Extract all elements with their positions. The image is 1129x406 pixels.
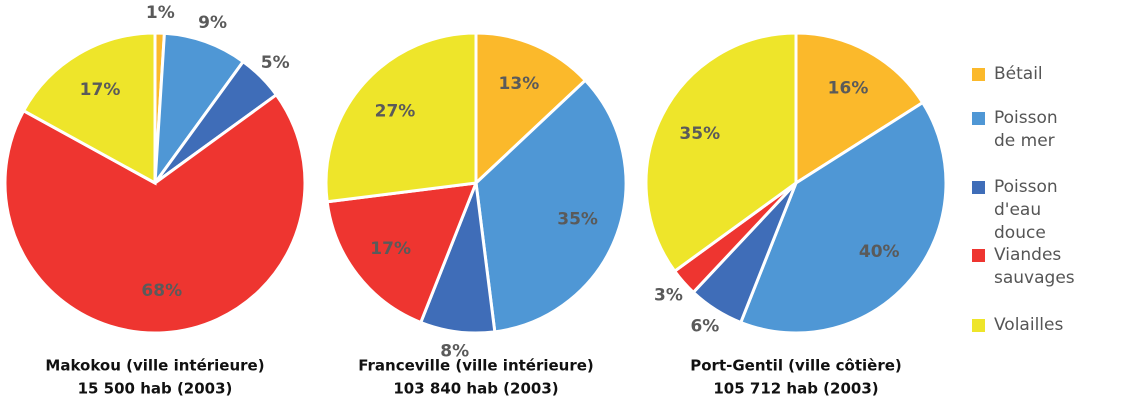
legend-swatch xyxy=(972,319,985,332)
data-label: 27% xyxy=(375,102,416,122)
data-label: 3% xyxy=(654,285,683,305)
data-label: 9% xyxy=(198,13,227,33)
data-label: 17% xyxy=(370,239,411,259)
legend-item: Bétail xyxy=(972,63,1072,86)
legend-label: Viandes sauvages xyxy=(994,245,1075,288)
pie-slice xyxy=(794,31,925,186)
chart-subtitle: 103 840 hab (2003) xyxy=(393,380,558,398)
data-label: 16% xyxy=(828,78,869,98)
legend-label: Poisson d'eau douce xyxy=(994,177,1058,243)
chart-subtitle: 105 712 hab (2003) xyxy=(713,380,878,398)
data-label: 8% xyxy=(440,342,469,362)
pie-slice xyxy=(474,78,628,334)
pie-slice xyxy=(324,31,478,204)
legend-swatch xyxy=(972,112,985,125)
pie-slice xyxy=(325,181,479,325)
legend-swatch xyxy=(972,249,985,262)
legend-item: Poisson d'eau douce xyxy=(972,176,1072,245)
legend-label: Poisson de mer xyxy=(994,108,1058,151)
data-label: 68% xyxy=(141,281,182,301)
data-label: 1% xyxy=(146,3,175,23)
data-label: 35% xyxy=(557,210,598,230)
legend-swatch xyxy=(972,181,985,194)
pie-slice xyxy=(21,31,157,186)
data-label: 17% xyxy=(80,80,121,100)
data-label: 5% xyxy=(261,53,290,73)
chart-title: Port-Gentil (ville côtière) xyxy=(690,357,902,375)
pie-slice xyxy=(153,31,246,189)
pie-slice xyxy=(474,31,588,187)
data-label: 13% xyxy=(499,74,540,94)
chart-title: Makokou (ville intérieure) xyxy=(45,357,264,375)
data-label: 6% xyxy=(690,317,719,337)
pie-slice xyxy=(3,92,307,335)
chart-title: Franceville (ville intérieure) xyxy=(358,357,594,375)
pie-slice xyxy=(644,31,798,274)
data-label: 40% xyxy=(859,242,900,262)
data-label: 35% xyxy=(679,124,720,144)
legend-label: Bétail xyxy=(994,64,1043,84)
legend-label: Volailles xyxy=(994,315,1064,335)
chart-subtitle: 15 500 hab (2003) xyxy=(78,380,233,398)
legend-swatch xyxy=(972,68,985,81)
legend-item: Poisson de mer xyxy=(972,107,1072,153)
legend-item: Viandes sauvages xyxy=(972,244,1075,290)
legend-item: Volailles xyxy=(972,314,1072,337)
pie-slice xyxy=(738,100,948,335)
